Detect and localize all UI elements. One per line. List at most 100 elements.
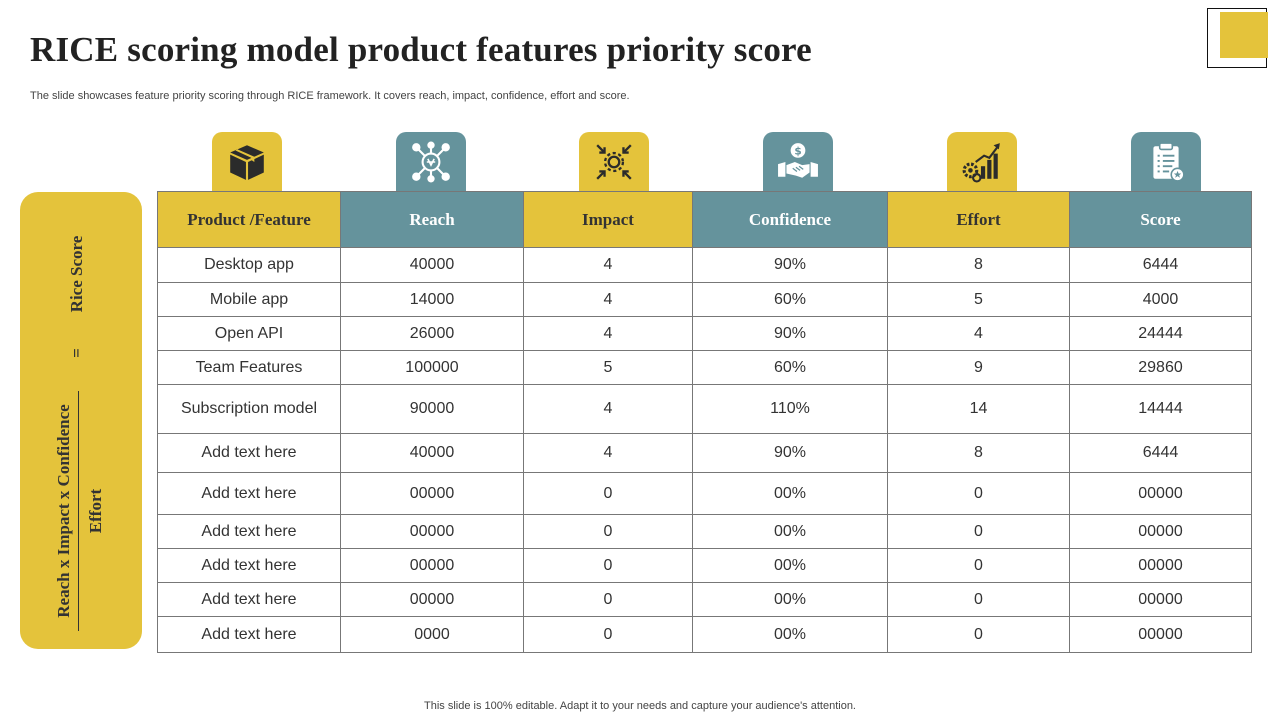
cell-score: 6444 xyxy=(1069,247,1252,283)
header-effort: Effort xyxy=(887,191,1070,248)
cell-reach: 00000 xyxy=(340,548,524,583)
cell-effort: 14 xyxy=(887,384,1070,434)
rice-formula-panel: Reach x Impact x Confidence Effort = Ric… xyxy=(20,192,142,649)
cell-score: 24444 xyxy=(1069,316,1252,351)
cell-score: 00000 xyxy=(1069,582,1252,617)
formula-equals: = xyxy=(67,347,86,358)
handshake-dollar-icon: $ xyxy=(763,132,833,192)
cell-score: 00000 xyxy=(1069,472,1252,515)
cell-confidence: 110% xyxy=(692,384,888,434)
formula-numerator: Reach x Impact x Confidence xyxy=(54,390,79,631)
cell-confidence: 90% xyxy=(692,433,888,473)
cell-reach: 40000 xyxy=(340,433,524,473)
cell-feature: Add text here xyxy=(157,616,341,653)
cell-impact: 4 xyxy=(523,282,693,317)
gears-chart-icon xyxy=(947,132,1017,192)
cell-effort: 0 xyxy=(887,514,1070,549)
formula-result: Rice Score xyxy=(67,235,86,312)
cell-feature: Desktop app xyxy=(157,247,341,283)
clipboard-icon xyxy=(1131,132,1201,192)
cell-confidence: 00% xyxy=(692,616,888,653)
table-row: Add text here 00000 0 00% 0 00000 xyxy=(157,582,1252,617)
cell-effort: 9 xyxy=(887,350,1070,385)
cell-feature: Mobile app xyxy=(157,282,341,317)
cell-effort: 8 xyxy=(887,247,1070,283)
rice-score-table: Product /Feature Reach Impact Confidence… xyxy=(157,191,1252,653)
table-row: Subscription model 90000 4 110% 14 14444 xyxy=(157,384,1252,434)
table-row: Add text here 00000 0 00% 0 00000 xyxy=(157,548,1252,583)
cell-confidence: 60% xyxy=(692,282,888,317)
header-confidence: Confidence xyxy=(692,191,888,248)
table-row: Add text here 0000 0 00% 0 00000 xyxy=(157,616,1252,653)
header-impact: Impact xyxy=(523,191,693,248)
cell-effort: 8 xyxy=(887,433,1070,473)
formula-denominator: Effort xyxy=(86,488,105,533)
header-score: Score xyxy=(1069,191,1252,248)
cell-impact: 0 xyxy=(523,472,693,515)
cell-effort: 0 xyxy=(887,548,1070,583)
cell-reach: 14000 xyxy=(340,282,524,317)
cell-impact: 0 xyxy=(523,514,693,549)
cell-impact: 0 xyxy=(523,582,693,617)
table-row: Desktop app 40000 4 90% 8 6444 xyxy=(157,247,1252,283)
corner-accent xyxy=(1220,12,1268,58)
table-row: Open API 26000 4 90% 4 24444 xyxy=(157,316,1252,351)
table-row: Add text here 40000 4 90% 8 6444 xyxy=(157,433,1252,473)
slide-title: RICE scoring model product features prio… xyxy=(30,30,812,69)
cell-score: 14444 xyxy=(1069,384,1252,434)
package-icon xyxy=(212,132,282,192)
cell-confidence: 90% xyxy=(692,316,888,351)
cell-impact: 4 xyxy=(523,316,693,351)
cell-confidence: 00% xyxy=(692,514,888,549)
cell-confidence: 90% xyxy=(692,247,888,283)
cell-effort: 0 xyxy=(887,472,1070,515)
cell-feature: Open API xyxy=(157,316,341,351)
cell-reach: 40000 xyxy=(340,247,524,283)
cell-feature: Add text here xyxy=(157,433,341,473)
cell-score: 6444 xyxy=(1069,433,1252,473)
cell-reach: 26000 xyxy=(340,316,524,351)
cell-confidence: 00% xyxy=(692,472,888,515)
cell-feature: Subscription model xyxy=(157,384,341,434)
header-reach: Reach xyxy=(340,191,524,248)
table-row: Mobile app 14000 4 60% 5 4000 xyxy=(157,282,1252,317)
cell-reach: 90000 xyxy=(340,384,524,434)
cell-reach: 0000 xyxy=(340,616,524,653)
table-row: Add text here 00000 0 00% 0 00000 xyxy=(157,472,1252,515)
cell-confidence: 00% xyxy=(692,582,888,617)
cell-impact: 0 xyxy=(523,548,693,583)
slide-subtitle: The slide showcases feature priority sco… xyxy=(30,90,630,102)
cell-score: 00000 xyxy=(1069,548,1252,583)
header-product-feature: Product /Feature xyxy=(157,191,341,248)
cell-effort: 5 xyxy=(887,282,1070,317)
arrows-gear-icon xyxy=(579,132,649,192)
cell-confidence: 60% xyxy=(692,350,888,385)
cell-effort: 4 xyxy=(887,316,1070,351)
cell-feature: Add text here xyxy=(157,514,341,549)
cell-impact: 0 xyxy=(523,616,693,653)
cell-score: 00000 xyxy=(1069,616,1252,653)
cell-confidence: 00% xyxy=(692,548,888,583)
network-icon xyxy=(396,132,466,192)
table-row: Team Features 100000 5 60% 9 29860 xyxy=(157,350,1252,385)
cell-score: 4000 xyxy=(1069,282,1252,317)
slide-footer: This slide is 100% editable. Adapt it to… xyxy=(424,700,856,712)
cell-reach: 100000 xyxy=(340,350,524,385)
cell-feature: Add text here xyxy=(157,548,341,583)
cell-reach: 00000 xyxy=(340,514,524,549)
cell-reach: 00000 xyxy=(340,472,524,515)
cell-effort: 0 xyxy=(887,616,1070,653)
cell-impact: 4 xyxy=(523,433,693,473)
cell-effort: 0 xyxy=(887,582,1070,617)
cell-impact: 4 xyxy=(523,247,693,283)
cell-impact: 5 xyxy=(523,350,693,385)
cell-reach: 00000 xyxy=(340,582,524,617)
cell-impact: 4 xyxy=(523,384,693,434)
cell-feature: Team Features xyxy=(157,350,341,385)
cell-feature: Add text here xyxy=(157,472,341,515)
table-header-row: Product /Feature Reach Impact Confidence… xyxy=(157,191,1252,248)
svg-text:$: $ xyxy=(794,146,801,158)
cell-score: 29860 xyxy=(1069,350,1252,385)
table-row: Add text here 00000 0 00% 0 00000 xyxy=(157,514,1252,549)
cell-score: 00000 xyxy=(1069,514,1252,549)
